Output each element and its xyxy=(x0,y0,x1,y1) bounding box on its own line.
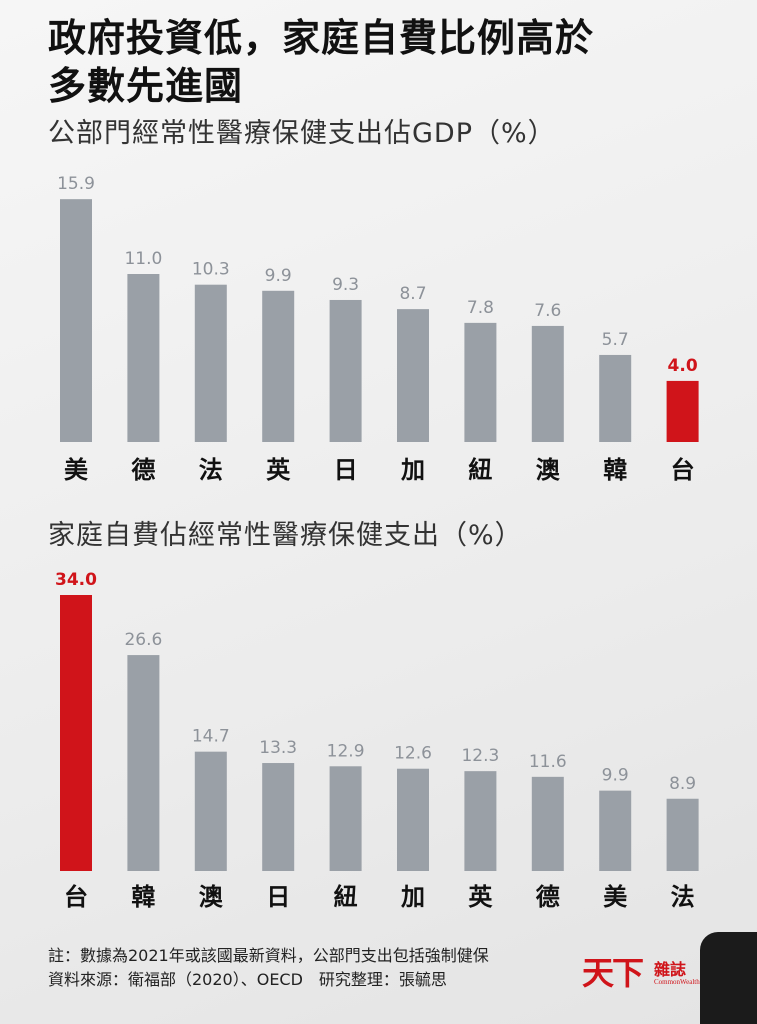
out-of-pocket-value-label-3: 14.7 xyxy=(192,727,230,747)
public-spending-category-label-5: 日 xyxy=(334,456,358,484)
out-of-pocket-bar-6 xyxy=(397,768,429,871)
public-spending-bar-9 xyxy=(599,354,632,442)
out-of-pocket-bar-5 xyxy=(329,766,362,871)
public-spending-category-label-8: 澳 xyxy=(536,456,561,484)
public-spending-bar-2 xyxy=(127,274,160,442)
out-of-pocket-category-label-4: 日 xyxy=(266,883,290,911)
out-of-pocket-value-label-2: 26.6 xyxy=(124,630,162,650)
public-spending-category-label-4: 英 xyxy=(266,456,291,484)
out-of-pocket-bar-10 xyxy=(666,798,699,871)
out-of-pocket-bar-4 xyxy=(262,763,295,871)
public-spending-value-label-1: 15.9 xyxy=(57,174,95,194)
public-spending-bar-7 xyxy=(464,322,497,442)
public-spending-category-label-9: 韓 xyxy=(603,456,627,484)
source-note: 資料來源：衛福部（2020）、OECD 研究整理：張毓思 xyxy=(48,970,447,989)
out-of-pocket-bar-9 xyxy=(599,790,632,871)
headline: 政府投資低，家庭自費比例高於 多數先進國 xyxy=(48,14,594,110)
headline-line-2: 多數先進國 xyxy=(48,64,244,108)
headline-line-1: 政府投資低，家庭自費比例高於 xyxy=(48,16,595,60)
public-spending-value-label-7: 7.8 xyxy=(467,298,494,318)
public-spending-value-label-5: 9.3 xyxy=(332,275,359,295)
out-of-pocket-value-label-1: 34.0 xyxy=(55,570,97,590)
logo-main-text: 天下 xyxy=(582,954,644,992)
public-spending-bar-chart: 15.9 美 11.0 德 10.3 法 9.9 英 9.3 日 8.7 加 7.8 紐 7.6 澳 5.7 韓 4… xyxy=(57,174,699,484)
public-spending-value-label-6: 8.7 xyxy=(399,284,426,304)
out-of-pocket-category-label-1: 台 xyxy=(64,883,88,911)
out-of-pocket-bar-1 xyxy=(60,595,92,871)
out-of-pocket-category-label-9: 美 xyxy=(603,883,627,911)
public-spending-bar-8 xyxy=(531,325,564,442)
out-of-pocket-category-label-8: 德 xyxy=(536,883,560,911)
out-of-pocket-value-label-6: 12.6 xyxy=(394,744,432,764)
commonwealth-logo: 天下 雜誌 CommonWealth Magazine xyxy=(582,944,702,1004)
public-spending-value-label-4: 9.9 xyxy=(265,266,292,286)
public-spending-value-label-8: 7.6 xyxy=(534,301,561,321)
public-spending-category-label-3: 法 xyxy=(199,456,223,484)
out-of-pocket-category-label-6: 加 xyxy=(401,883,425,911)
out-of-pocket-value-label-10: 8.9 xyxy=(669,774,696,794)
out-of-pocket-value-label-9: 9.9 xyxy=(602,766,629,786)
public-spending-category-label-2: 德 xyxy=(131,456,155,484)
public-spending-bar-1 xyxy=(60,199,92,442)
out-of-pocket-value-label-8: 11.6 xyxy=(529,752,567,772)
out-of-pocket-category-label-3: 澳 xyxy=(199,883,224,911)
out-of-pocket-value-label-4: 13.3 xyxy=(259,738,297,758)
out-of-pocket-bar-3 xyxy=(194,751,227,871)
public-spending-category-label-10: 台 xyxy=(671,456,695,484)
out-of-pocket-value-label-5: 12.9 xyxy=(327,741,365,761)
out-of-pocket-category-label-2: 韓 xyxy=(131,883,155,911)
public-spending-bar-4 xyxy=(262,290,295,442)
out-of-pocket-bar-chart: 34.0 台 26.6 韓 14.7 澳 13.3 日 12.9 紐 12.6 加 12.3 英 11.6 德… xyxy=(55,570,699,911)
public-spending-value-label-3: 10.3 xyxy=(192,260,230,280)
out-of-pocket-bar-2 xyxy=(127,655,160,871)
logo-sub-text: 雜誌 xyxy=(654,960,687,979)
public-spending-bar-6 xyxy=(397,309,429,442)
public-spending-category-label-7: 紐 xyxy=(468,456,492,484)
public-spending-value-label-9: 5.7 xyxy=(602,330,629,350)
public-spending-category-label-1: 美 xyxy=(64,456,88,484)
public-spending-bar-10 xyxy=(666,380,699,442)
out-of-pocket-category-label-7: 英 xyxy=(468,883,493,911)
public-spending-bar-3 xyxy=(194,284,227,442)
app-corner-icon xyxy=(700,932,757,1024)
footnote: 註：數據為2021年或該國最新資料，公部門支出包括強制健保 xyxy=(48,946,489,965)
out-of-pocket-category-label-10: 法 xyxy=(671,883,695,911)
public-spending-bar-5 xyxy=(329,299,362,442)
public-spending-value-label-10: 4.0 xyxy=(668,356,698,376)
public-spending-category-label-6: 加 xyxy=(401,456,425,484)
out-of-pocket-bar-8 xyxy=(531,776,564,871)
out-of-pocket-bar-7 xyxy=(464,771,497,871)
out-of-pocket-value-label-7: 12.3 xyxy=(461,746,499,766)
out-of-pocket-category-label-5: 紐 xyxy=(334,883,358,911)
public-spending-value-label-2: 11.0 xyxy=(124,249,162,269)
chart-2-title: 家庭自費佔經常性醫療保健支出（%） xyxy=(48,520,523,551)
logo-english-text: CommonWealth Magazine xyxy=(654,978,702,986)
chart-1-title: 公部門經常性醫療保健支出佔GDP（%） xyxy=(48,118,556,149)
